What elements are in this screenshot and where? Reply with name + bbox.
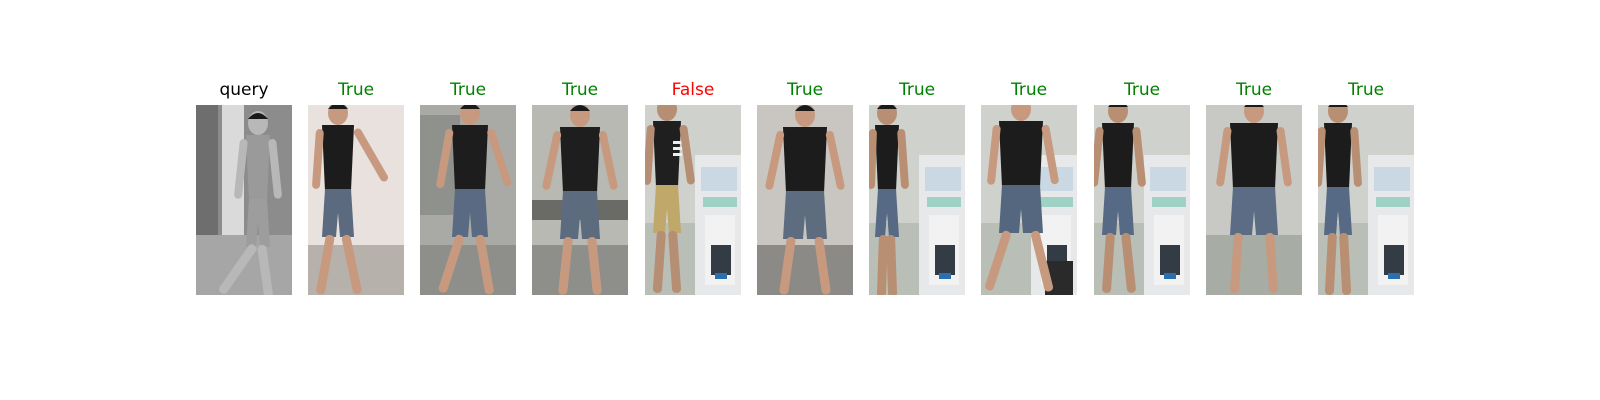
gallery-image	[1318, 105, 1414, 295]
result-panel: True	[1318, 78, 1414, 298]
match-label: True	[1347, 80, 1385, 100]
match-label: True	[898, 80, 936, 100]
query-image	[196, 105, 292, 295]
result-panel: True	[308, 78, 404, 298]
gallery-image	[1206, 105, 1302, 295]
result-panel: True	[532, 78, 628, 298]
match-label: True	[337, 80, 375, 100]
gallery-image	[420, 105, 516, 295]
result-panel: False	[645, 78, 741, 298]
result-panel: True	[1206, 78, 1302, 298]
result-panel: True	[981, 78, 1077, 298]
result-panel: True	[420, 78, 516, 298]
match-label: True	[1010, 80, 1048, 100]
result-panel: True	[869, 78, 965, 298]
result-panel: True	[1094, 78, 1190, 298]
query-panel: query	[196, 78, 292, 298]
match-label: True	[561, 80, 599, 100]
result-panel: True	[757, 78, 853, 298]
match-label: True	[449, 80, 487, 100]
gallery-image	[757, 105, 853, 295]
gallery-image	[981, 105, 1077, 295]
gallery-image	[645, 105, 741, 295]
match-label: True	[1123, 80, 1161, 100]
query-label: query	[219, 80, 269, 100]
match-label: False	[671, 80, 715, 100]
gallery-image	[869, 105, 965, 295]
gallery-image	[1094, 105, 1190, 295]
match-label: True	[786, 80, 824, 100]
match-label: True	[1235, 80, 1273, 100]
gallery-image	[532, 105, 628, 295]
gallery-image	[308, 105, 404, 295]
